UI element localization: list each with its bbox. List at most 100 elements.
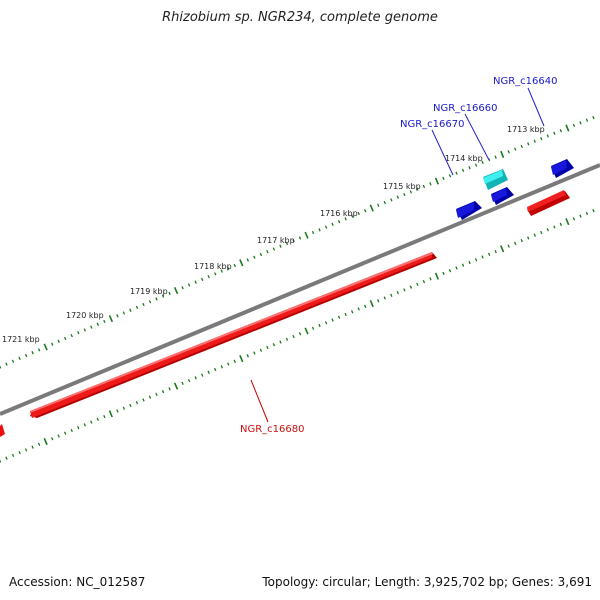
scale-tick xyxy=(461,168,465,173)
scale-tick xyxy=(227,362,230,366)
scale-tick xyxy=(500,150,505,158)
scale-tick xyxy=(246,258,249,262)
scale-tick xyxy=(318,228,321,232)
scale-tick xyxy=(18,356,21,361)
scale-tick xyxy=(37,348,41,352)
scale-tick xyxy=(351,310,354,314)
gene-NGR_c16640[interactable] xyxy=(551,159,574,178)
scale-tick xyxy=(24,353,28,358)
scale-tick xyxy=(468,166,471,170)
leader-lines xyxy=(250,87,545,423)
scale-tick xyxy=(135,401,139,405)
scale-label: 1713 kbp xyxy=(507,125,545,134)
scale-tick xyxy=(142,302,145,307)
scale-tick xyxy=(103,414,106,419)
scale-tick xyxy=(83,423,86,427)
scale-tick xyxy=(70,333,73,338)
scale-tick xyxy=(514,241,517,246)
scale-tick xyxy=(344,312,347,317)
scale-tick xyxy=(77,331,80,335)
scale-tick xyxy=(70,428,73,433)
scale-tick xyxy=(455,266,458,270)
scale-tick xyxy=(259,348,263,352)
scale-tick xyxy=(90,420,93,424)
scale-tick xyxy=(116,409,119,413)
scale-tick xyxy=(207,274,210,279)
gene-NGR_c16680[interactable] xyxy=(30,252,437,418)
scale-tick xyxy=(64,431,67,435)
scale-tick xyxy=(285,337,289,341)
scale-tick xyxy=(168,291,171,295)
scale-tick xyxy=(5,362,8,366)
scale-tick xyxy=(468,260,471,265)
scale-tick xyxy=(474,163,478,167)
scale-tick xyxy=(96,322,99,326)
genome-summary-text: Topology: circular; Length: 3,925,702 bp… xyxy=(262,575,592,589)
scale-tick xyxy=(383,200,386,205)
scale-tick xyxy=(481,255,484,259)
gene-label-NGR_c16670[interactable]: NGR_c16670 xyxy=(400,119,465,130)
gene-forward-mid[interactable] xyxy=(491,187,514,205)
gene-reverse-right[interactable] xyxy=(527,190,570,216)
scale-tick xyxy=(5,456,8,460)
gene-NGR_c16660[interactable] xyxy=(483,169,508,190)
scale-tick xyxy=(442,271,445,276)
scale-tick xyxy=(161,390,165,394)
scale-tick xyxy=(337,219,341,224)
scale-tick xyxy=(116,314,119,318)
scale-tick xyxy=(403,288,406,292)
scale-tick xyxy=(187,378,191,383)
scale-tick xyxy=(0,365,2,369)
scale-tick xyxy=(51,437,54,441)
gene-reverse-left-edge[interactable] xyxy=(0,424,5,437)
scale-tick xyxy=(311,230,315,235)
scale-tick xyxy=(396,195,400,199)
scale-tick xyxy=(285,241,289,246)
scale-tick xyxy=(494,249,497,254)
gene-NGR_c16670[interactable] xyxy=(456,201,482,220)
scale-tick xyxy=(579,214,582,218)
scale-tick xyxy=(298,332,302,336)
scale-tick xyxy=(364,304,367,308)
leader-line-NGR_c16680 xyxy=(250,379,269,423)
scale-label: 1719 kbp xyxy=(130,287,168,296)
scale-tick xyxy=(214,272,217,276)
scale-tick xyxy=(108,410,113,418)
scale-labels: 1713 kbp 1714 kbp 1715 kbp 1716 kbp 1717… xyxy=(2,125,545,344)
scale-tick xyxy=(416,282,419,286)
scale-tick xyxy=(455,171,458,175)
scale-tick xyxy=(390,293,393,297)
scale-tick xyxy=(442,176,445,181)
scale-tick xyxy=(474,258,478,262)
scale-tick xyxy=(383,296,386,300)
leader-line-NGR_c16670 xyxy=(431,129,454,176)
scale-tick xyxy=(253,255,256,259)
scale-tick xyxy=(585,118,589,122)
scale-tick xyxy=(173,286,179,295)
scale-tick xyxy=(266,345,269,350)
gene-label-NGR_c16680[interactable]: NGR_c16680 xyxy=(240,424,305,435)
gene-label-NGR_c16660[interactable]: NGR_c16660 xyxy=(433,103,498,114)
scale-tick xyxy=(318,323,321,328)
scale-tick xyxy=(292,239,295,243)
scale-tick xyxy=(422,279,426,284)
scale-tick xyxy=(429,277,432,281)
scale-tick xyxy=(396,290,399,295)
scale-tick xyxy=(279,244,282,248)
scale-tick xyxy=(142,398,145,402)
scale-tick xyxy=(364,209,367,213)
scale-tick xyxy=(514,147,517,151)
scale-tick xyxy=(31,351,34,355)
scale-tick xyxy=(18,451,21,455)
scale-tick xyxy=(585,211,589,216)
scale-tick xyxy=(194,376,197,380)
scale-tick xyxy=(422,184,426,189)
scale-tick xyxy=(579,121,582,125)
scale-tick xyxy=(507,150,510,154)
scale-tick xyxy=(11,453,15,458)
scale-tick xyxy=(51,342,54,346)
leader-line-NGR_c16660 xyxy=(464,113,490,161)
gene-label-NGR_c16640[interactable]: NGR_c16640 xyxy=(493,76,558,87)
scale-tick xyxy=(220,365,223,369)
scale-tick xyxy=(122,311,126,315)
